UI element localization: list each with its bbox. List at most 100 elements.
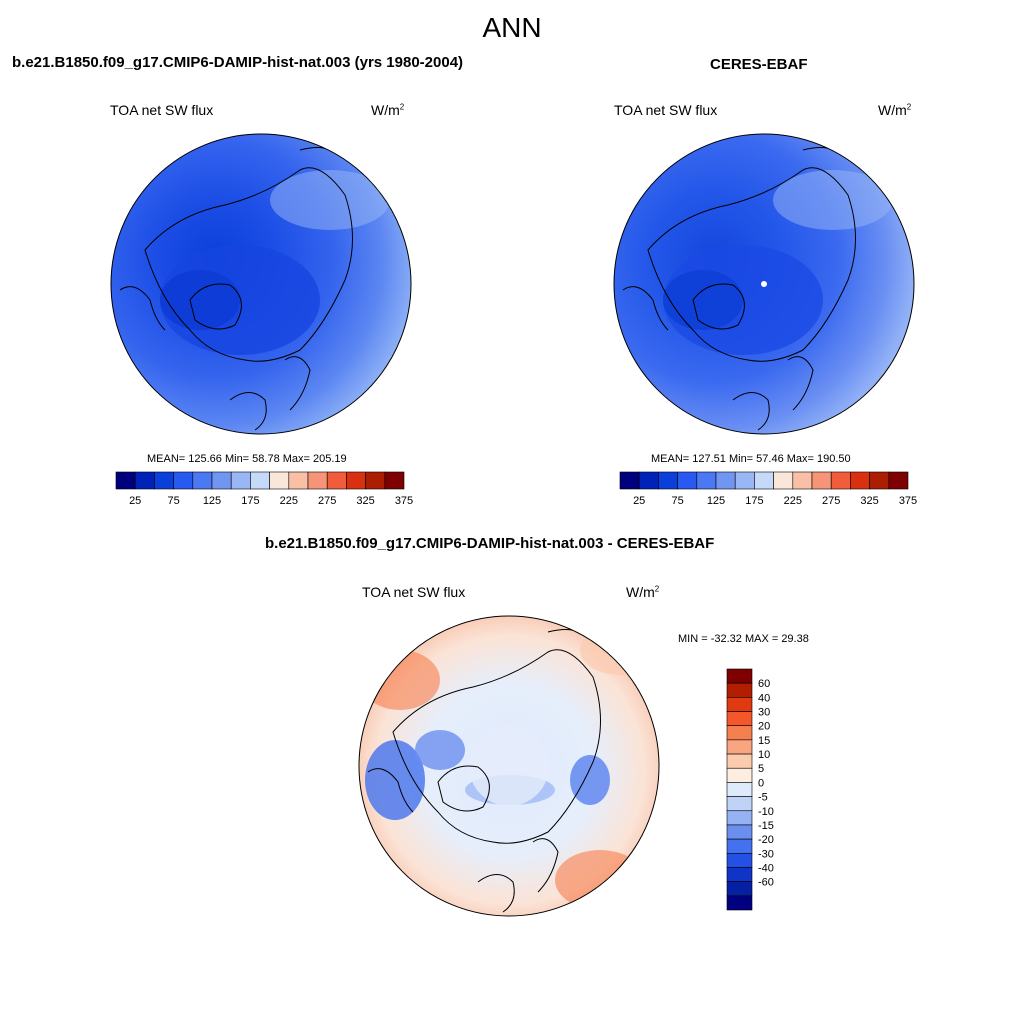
right-colorbar-swatch: [619, 471, 640, 490]
right-colorbar: 25 75 125 175 225 275 325 375: [619, 471, 917, 507]
left-panel-title: b.e21.B1850.f09_g17.CMIP6-DAMIP-hist-nat…: [12, 54, 464, 71]
right-colorbar-swatch: [773, 471, 794, 490]
diff-colorbar-swatch: [726, 711, 753, 727]
right-colorbar-swatch: [734, 471, 755, 490]
diff-colorbar-swatch: [726, 838, 753, 854]
diff-colorbar-tick-label: -40: [758, 862, 774, 874]
left-colorbar-tick-label: 225: [280, 495, 298, 507]
right-colorbar-tick-label: 25: [633, 495, 645, 507]
right-colorbar-swatch: [888, 471, 909, 490]
right-colorbar-tick-label: 175: [745, 495, 763, 507]
left-colorbar-swatch: [134, 471, 155, 490]
diff-colorbar-tick-label: -5: [758, 792, 768, 804]
right-colorbar-swatch: [850, 471, 870, 490]
diff-polar-map: [359, 616, 659, 916]
diff-colorbar-swatch: [726, 782, 753, 797]
diff-stats: MIN = -32.32 MAX = 29.38: [678, 633, 809, 645]
diff-colorbar-tick-label: -30: [758, 848, 774, 860]
left-colorbar-tick-label: 125: [203, 495, 221, 507]
right-colorbar-swatch: [696, 471, 717, 490]
right-colorbar-swatch: [715, 471, 736, 490]
right-colorbar-swatch: [811, 471, 832, 490]
diff-colorbar-swatch: [726, 682, 753, 698]
left-stats: MEAN= 125.66 Min= 58.78 Max= 205.19: [147, 453, 347, 465]
left-colorbar-swatch: [365, 471, 386, 490]
left-colorbar-swatch: [326, 471, 347, 490]
diff-map-border: [358, 615, 660, 917]
left-colorbar-swatch: [307, 471, 328, 490]
diff-colorbar-tick-label: -20: [758, 834, 774, 846]
diff-colorbar-tick-label: -15: [758, 820, 774, 832]
diff-colorbar-swatch: [726, 895, 753, 911]
right-coastlines: [622, 147, 856, 431]
right-colorbar-swatch: [830, 471, 851, 490]
left-colorbar-tick-label: 175: [241, 495, 259, 507]
right-map-border: [613, 133, 915, 435]
left-colorbar-swatch: [288, 471, 309, 490]
diff-variable-label: TOA net SW flux: [362, 584, 466, 600]
diff-colorbar-swatch: [726, 852, 753, 868]
diff-colorbar-tick-label: -10: [758, 806, 774, 818]
left-colorbar-tick-label: 275: [318, 495, 336, 507]
right-colorbar-tick-label: 75: [671, 495, 683, 507]
right-colorbar-tick-label: 225: [784, 495, 802, 507]
left-colorbar: 25 75 125 175 225 275 325 375: [115, 471, 413, 507]
right-variable-label: TOA net SW flux: [614, 102, 718, 118]
diff-colorbar-tick-label: 15: [758, 735, 770, 747]
right-polar-map: [614, 134, 914, 434]
diff-colorbar-tick-label: 60: [758, 678, 770, 690]
diff-colorbar-tick-label: -60: [758, 877, 774, 889]
left-colorbar-swatch: [250, 471, 270, 490]
diff-colorbar-swatch: [726, 753, 753, 769]
diff-panel-title: b.e21.B1850.f09_g17.CMIP6-DAMIP-hist-nat…: [265, 535, 715, 552]
left-colorbar-swatch: [384, 471, 405, 490]
right-colorbar-swatch: [792, 471, 813, 490]
right-panel-title: CERES-EBAF: [710, 56, 808, 73]
left-colorbar-swatch: [346, 471, 366, 490]
right-colorbar-tick-label: 325: [860, 495, 878, 507]
diff-coastlines: [367, 629, 601, 913]
left-colorbar-swatch: [115, 471, 136, 490]
diff-colorbar-swatch: [726, 697, 753, 712]
left-polar-map: [111, 134, 411, 434]
left-colorbar-tick-label: 375: [395, 495, 413, 507]
diff-colorbar-swatch: [726, 767, 753, 783]
diff-colorbar-tick-label: 20: [758, 721, 770, 733]
left-colorbar-tick-label: 325: [356, 495, 374, 507]
left-colorbar-tick-label: 75: [167, 495, 179, 507]
diff-colorbar-tick-label: 0: [758, 777, 764, 789]
left-map-border: [110, 133, 412, 435]
left-colorbar-swatch: [173, 471, 194, 490]
right-units-label: W/m2: [878, 102, 912, 118]
diff-colorbar-tick-label: 5: [758, 763, 764, 775]
right-colorbar-tick-label: 275: [822, 495, 840, 507]
diff-colorbar-tick-label: 30: [758, 707, 770, 719]
diff-colorbar-swatch: [726, 867, 753, 882]
diff-colorbar-swatch: [726, 725, 753, 741]
left-colorbar-swatch: [154, 471, 174, 490]
diff-colorbar-swatch: [726, 881, 753, 897]
left-units-label: W/m2: [371, 102, 405, 118]
left-colorbar-swatch: [211, 471, 232, 490]
figure-title: ANN: [482, 12, 542, 43]
right-stats: MEAN= 127.51 Min= 57.46 Max= 190.50: [651, 453, 851, 465]
diff-colorbar-swatch: [726, 824, 753, 840]
right-colorbar-swatch: [754, 471, 774, 490]
diff-colorbar-swatch: [726, 810, 753, 826]
right-colorbar-tick-label: 375: [899, 495, 917, 507]
diff-colorbar-swatch: [726, 739, 753, 755]
diff-colorbar-swatch: [726, 668, 753, 684]
diff-colorbar: 60 40 30 20 15 10 5 0 -5 -10 -15 -20 -30 -40 -60: [726, 668, 774, 911]
left-colorbar-tick-label: 25: [129, 495, 141, 507]
diff-colorbar-tick-label: 10: [758, 749, 770, 761]
left-colorbar-swatch: [230, 471, 251, 490]
right-colorbar-swatch: [638, 471, 659, 490]
left-colorbar-swatch: [269, 471, 290, 490]
diff-colorbar-swatch: [726, 796, 753, 812]
diff-units-label: W/m2: [626, 584, 660, 600]
right-colorbar-swatch: [869, 471, 890, 490]
left-variable-label: TOA net SW flux: [110, 102, 214, 118]
diff-colorbar-tick-label: 40: [758, 692, 770, 704]
left-colorbar-swatch: [192, 471, 213, 490]
